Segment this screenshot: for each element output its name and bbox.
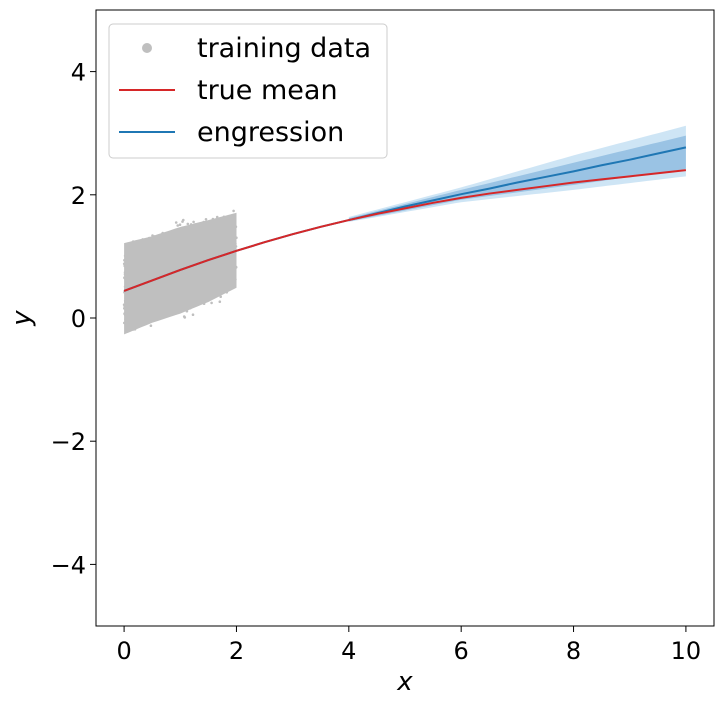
training-data-point bbox=[232, 209, 235, 213]
y-axis-ticks: −4 −2 0 2 4 bbox=[51, 59, 96, 579]
series-line-true-mean bbox=[123, 169, 687, 292]
y-tick-label: 0 bbox=[71, 305, 86, 333]
training-data-point bbox=[176, 224, 179, 227]
training-data-cloud bbox=[124, 212, 237, 335]
y-tick-label: 4 bbox=[71, 59, 86, 87]
legend-box bbox=[108, 23, 388, 159]
x-tick-label: 2 bbox=[229, 637, 244, 665]
x-tick-label: 4 bbox=[341, 637, 356, 665]
x-tick-label: 0 bbox=[116, 637, 131, 665]
training-data-point bbox=[181, 220, 184, 223]
training-data-point bbox=[210, 301, 213, 305]
training-data-point bbox=[191, 313, 195, 317]
training-data-point bbox=[174, 221, 178, 224]
x-axis-label: x bbox=[396, 667, 413, 697]
legend-marker-training-data bbox=[142, 43, 152, 53]
training-data-point bbox=[178, 223, 182, 226]
legend-label-training-data: training data bbox=[197, 33, 371, 64]
x-tick-label: 6 bbox=[454, 637, 469, 665]
y-axis-label: y bbox=[7, 310, 37, 327]
legend-label-true-mean: true mean bbox=[197, 75, 338, 106]
series-lines bbox=[123, 146, 687, 292]
y-tick-label: −4 bbox=[51, 551, 86, 579]
training-data-point bbox=[204, 218, 208, 221]
x-tick-label: 8 bbox=[566, 637, 581, 665]
training-data-point bbox=[183, 316, 187, 319]
x-tick-label: 10 bbox=[671, 637, 702, 665]
legend-label-engression: engression bbox=[197, 117, 344, 148]
training-data-point bbox=[192, 220, 195, 224]
training-data-scatter bbox=[122, 209, 238, 335]
training-data-point bbox=[186, 222, 190, 226]
y-tick-label: −2 bbox=[51, 428, 86, 456]
training-data-point bbox=[218, 300, 222, 304]
training-data-point bbox=[149, 324, 153, 328]
legend: training data true mean engression bbox=[108, 23, 388, 159]
x-axis-ticks: 0 2 4 6 8 10 bbox=[116, 626, 701, 665]
y-tick-label: 2 bbox=[71, 182, 86, 210]
